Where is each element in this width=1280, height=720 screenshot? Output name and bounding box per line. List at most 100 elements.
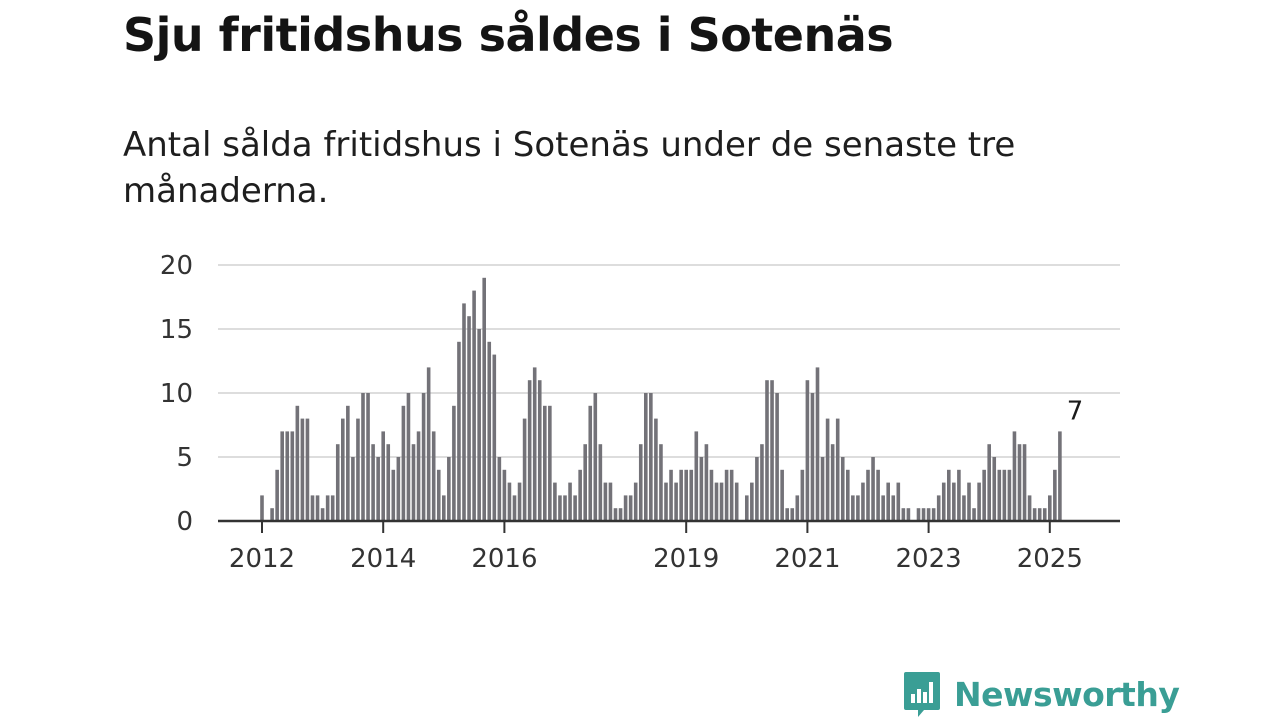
bar [492,354,497,521]
y-tick-label: 20 [160,251,193,281]
bar [426,367,431,521]
bar [704,444,709,521]
bar [926,508,931,521]
bar [346,405,350,521]
data-labels: 7 [1067,396,1084,426]
bar [952,482,956,521]
bar [1053,469,1057,521]
bar [613,508,618,521]
x-tick-label: 2019 [653,544,719,574]
bar [573,495,577,521]
bar [537,380,542,521]
bar [351,457,355,521]
bar [941,482,946,521]
bar [376,457,380,521]
x-tick-label: 2016 [471,544,537,574]
bar [891,495,896,521]
bar [992,457,997,521]
bar [674,482,678,521]
y-tick-label: 15 [160,315,193,345]
bar [1042,508,1047,521]
bar [1037,508,1042,521]
bar [578,469,582,521]
bar [679,469,683,521]
bar [815,367,820,521]
bar [846,469,850,521]
bar [1032,508,1037,521]
bar [341,418,345,521]
bar [603,482,608,521]
bar [997,469,1002,521]
x-tick-label: 2025 [1017,544,1083,574]
bar [320,508,325,521]
bar [588,405,593,521]
bar [517,482,522,521]
bar [295,405,300,521]
bar [820,457,825,521]
bar [431,431,436,521]
bar [330,495,335,521]
bar [638,444,643,521]
bar [1048,495,1052,521]
bar [260,495,264,521]
bar [457,341,461,521]
bar [442,495,446,521]
bar [1002,469,1007,521]
x-tick-label: 2021 [774,544,840,574]
bar [1058,431,1062,521]
x-tick-label: 2014 [350,544,416,574]
bar [583,444,587,521]
bar [931,508,936,521]
bar [386,444,391,521]
chart-subtitle: Antal sålda fritidshus i Sotenäs under d… [123,125,1016,211]
bar [861,482,865,521]
bar [502,469,507,521]
bar [467,316,471,521]
bar [669,469,673,521]
bar [563,495,567,521]
bar [962,495,966,521]
x-tick-label: 2012 [229,544,295,574]
bar [790,508,795,521]
y-tick-label: 0 [176,507,193,537]
bar [719,482,724,521]
x-axis-ticks: 2012 2014 2016 2019 2021 2023 2025 [229,521,1083,574]
bar [628,495,633,521]
bar [750,482,754,521]
bar [593,393,598,521]
bar [608,482,613,521]
bar [871,457,875,521]
bar [300,418,305,521]
bar [649,393,653,521]
bar [411,444,416,521]
bar [416,431,421,521]
bar [684,469,688,521]
bar [982,469,986,521]
bar-chart: 0 5 10 15 20 2012 2014 2016 2019 2021 2023 2025 7 [160,251,1120,574]
gridlines [218,264,1120,458]
bar [633,482,638,521]
bar [371,444,375,521]
bar [290,431,295,521]
bar [780,469,784,521]
bar [527,380,532,521]
bar [936,495,941,521]
bar [1027,495,1032,521]
bar [906,508,911,521]
bar [881,495,885,521]
bar [724,469,729,521]
bar [406,393,411,521]
bar [436,469,441,521]
bar [623,495,628,521]
bar [729,469,734,521]
bar [335,444,340,521]
bar [644,393,648,521]
bar [447,457,451,521]
bar [280,431,284,521]
bar [361,393,365,521]
bar [558,495,562,521]
bar [896,482,901,521]
bar [745,495,749,521]
bar [775,393,779,521]
bar [972,508,976,521]
